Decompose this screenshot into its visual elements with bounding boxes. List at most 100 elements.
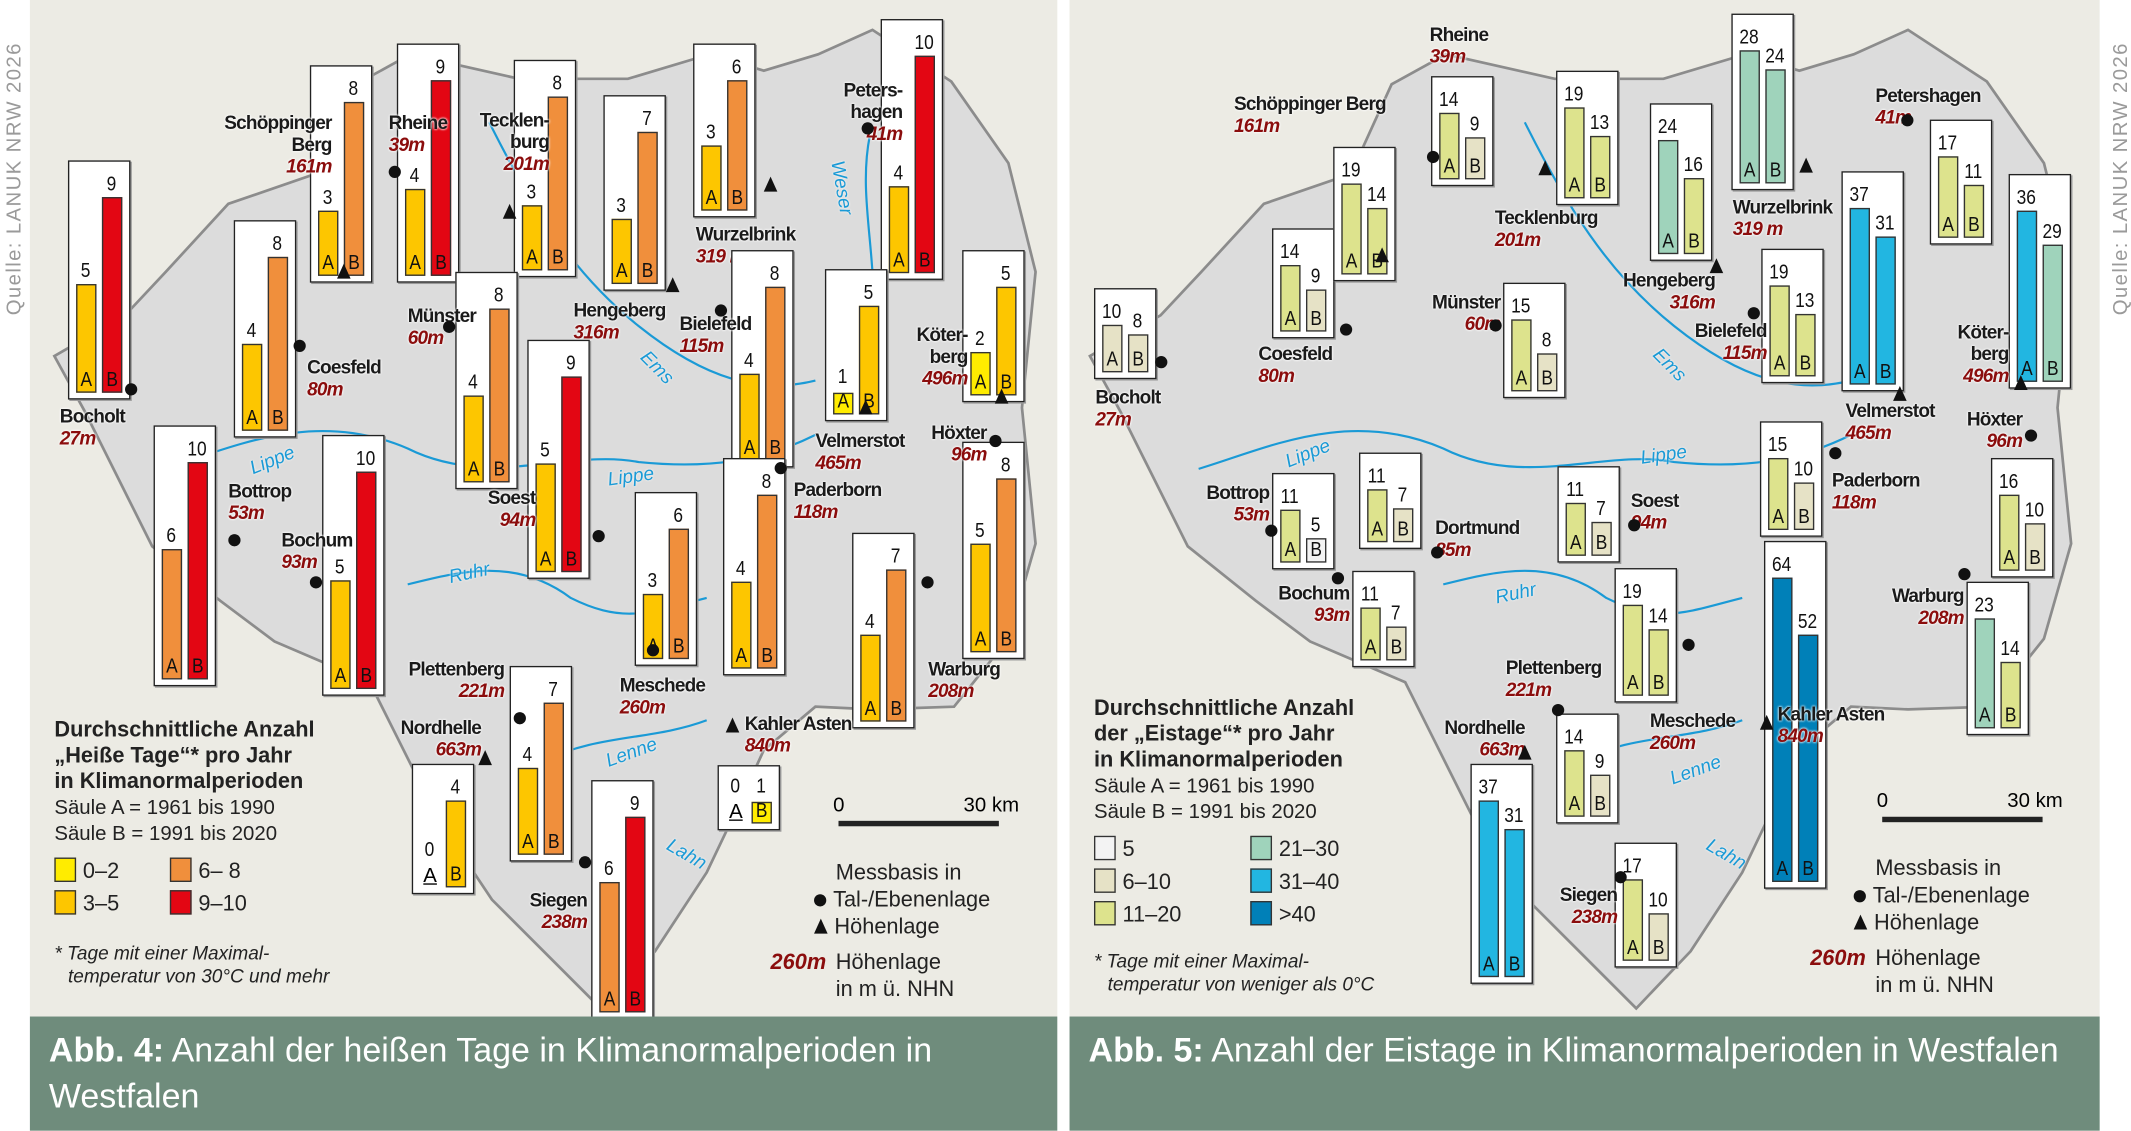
station-elevation: 93m xyxy=(1313,603,1350,626)
bar-value: 31 xyxy=(1875,212,1895,236)
station-label: Hengeberg 316m xyxy=(573,299,666,343)
station-label: Coesfeld 80m xyxy=(1258,342,1333,385)
bar-value: 14 xyxy=(1439,88,1459,112)
station-chart: A 19 B 13 xyxy=(1556,70,1619,205)
valley-dot-icon xyxy=(1426,150,1440,164)
station-label: Velmerstot 465m xyxy=(815,429,905,472)
legend-footnote: * Tage mit einer Maximal- xyxy=(1093,949,1310,972)
height-triangle-icon xyxy=(858,399,873,415)
station-elevation: 161m xyxy=(286,154,332,177)
bar-value: 8 xyxy=(1000,453,1011,478)
station-label: Schöppinger Berg 161m xyxy=(1234,92,1387,135)
station-chart: A 10 B 8 xyxy=(1093,288,1157,380)
bar-letter: A xyxy=(539,547,552,571)
station-name: burg xyxy=(510,130,550,153)
station-name: Siegen xyxy=(1559,883,1618,906)
bar-letter: A xyxy=(1773,351,1786,375)
station-chart: A 17 B 11 xyxy=(1929,119,1993,244)
valley-dot-icon xyxy=(1829,447,1842,460)
height-label: Höhenlage xyxy=(834,915,940,940)
station-label: Plettenberg 221m xyxy=(408,658,505,702)
legend-period-b: Säule B = 1991 bis 2020 xyxy=(1093,800,1317,824)
bar-letter: A xyxy=(1627,670,1639,694)
bar-period-a: A xyxy=(463,395,484,483)
station-chart: A 11 B 7 xyxy=(1557,466,1620,562)
station-label: Bielefeld 115m xyxy=(1695,319,1768,362)
bar-letter: A xyxy=(615,259,628,283)
bar-letter: B xyxy=(731,186,744,210)
station-chart: A 5 B 9 xyxy=(67,160,131,400)
station-elevation: 316m xyxy=(1669,290,1716,313)
bar-value: 9 xyxy=(435,55,446,79)
bar-period-b: B xyxy=(1386,626,1407,660)
bar-letter: A xyxy=(1942,212,1954,236)
height-triangle-icon xyxy=(337,263,351,279)
station-name: Bocholt xyxy=(59,404,126,427)
bar-letter: B xyxy=(1688,229,1700,253)
bar-value: 5 xyxy=(975,519,985,543)
station-elevation: 316m xyxy=(573,320,619,343)
station-label: Köter-berg 496m xyxy=(916,323,968,388)
station-label: Bottrop 53m xyxy=(1206,481,1270,524)
station-name: Peters- xyxy=(843,78,904,101)
messbasis-title: Messbasis in xyxy=(1875,857,2002,881)
station-chart: A 37 B 31 xyxy=(1470,763,1533,984)
bar-letter-zero: A xyxy=(729,800,743,824)
bar-value: 19 xyxy=(1769,260,1789,285)
bar-period-b: B xyxy=(756,494,778,669)
bar-value: 19 xyxy=(1622,580,1642,604)
valley-label: Tal-/Ebenenlage xyxy=(1872,884,2030,908)
bar-period-b: B xyxy=(765,286,786,461)
station-label: Bochum 93m xyxy=(1278,582,1350,626)
bar-letter: B xyxy=(673,634,685,658)
station-label: Velmerstot 465m xyxy=(1846,400,1936,443)
bar-letter: A xyxy=(1776,857,1789,881)
bar-value: 6 xyxy=(673,504,683,528)
station-name: Münster xyxy=(1432,290,1501,313)
bar-period-a: A xyxy=(1772,577,1793,882)
station-elevation: 840m xyxy=(744,733,791,756)
station-chart: A 23 B 14 xyxy=(1966,581,2029,735)
station-chart: A 28 B 24 xyxy=(1731,13,1794,191)
station-chart: A 37 B 31 xyxy=(1841,171,1904,391)
bar-value: 14 xyxy=(1280,240,1300,264)
station-elevation: 118m xyxy=(1831,490,1877,513)
bar-period-a: A xyxy=(1564,750,1585,817)
bar-period-a: A xyxy=(1102,324,1123,373)
bar-value: 4 xyxy=(468,371,478,395)
bar-value: 4 xyxy=(864,610,875,634)
legend-class-label: 0–2 xyxy=(82,860,120,884)
station-elevation: 201m xyxy=(503,152,550,174)
bar-letter: A xyxy=(2003,546,2016,570)
bar-letter: B xyxy=(191,655,204,679)
bar-period-b: B xyxy=(625,816,646,1013)
bar-letter: A xyxy=(837,390,850,414)
caption-text: Anzahl der Eistage in Klimanormalperiode… xyxy=(1211,1031,2059,1070)
legend-title-line: „Heiße Tage“* pro Jahr xyxy=(54,744,292,768)
station-elevation: 221m xyxy=(458,679,505,702)
station-name: Paderborn xyxy=(793,478,883,501)
bar-period-a: A xyxy=(1937,156,1959,238)
bar-period-b: B xyxy=(543,702,564,855)
station-chart: A 4 B 8 xyxy=(731,250,794,468)
station-name: Tecklen- xyxy=(479,108,550,131)
station-chart: A 17 B 10 xyxy=(1614,842,1678,967)
height-triangle-icon xyxy=(994,388,1009,404)
bar-value: 4 xyxy=(743,349,754,373)
bar-period-a: A xyxy=(2016,210,2038,382)
valley-dot-icon xyxy=(1265,524,1278,537)
bar-letter: B xyxy=(1508,951,1521,976)
valley-dot-icon xyxy=(1331,572,1345,585)
legend-class: 5 xyxy=(1093,835,1135,863)
legend-class-label: >40 xyxy=(1278,903,1316,927)
legend-class-label: 9–10 xyxy=(198,892,247,916)
bar-period-a: A xyxy=(1511,319,1532,391)
station-name: Coesfeld xyxy=(307,356,382,378)
height-triangle-icon xyxy=(1759,714,1774,730)
bar-value: 4 xyxy=(522,743,533,767)
station-chart: A 19 B 14 xyxy=(1333,146,1396,281)
bar-period-a: A xyxy=(318,210,339,276)
scale-bar-line xyxy=(1882,816,2043,823)
station-elevation: 94m xyxy=(499,508,536,531)
